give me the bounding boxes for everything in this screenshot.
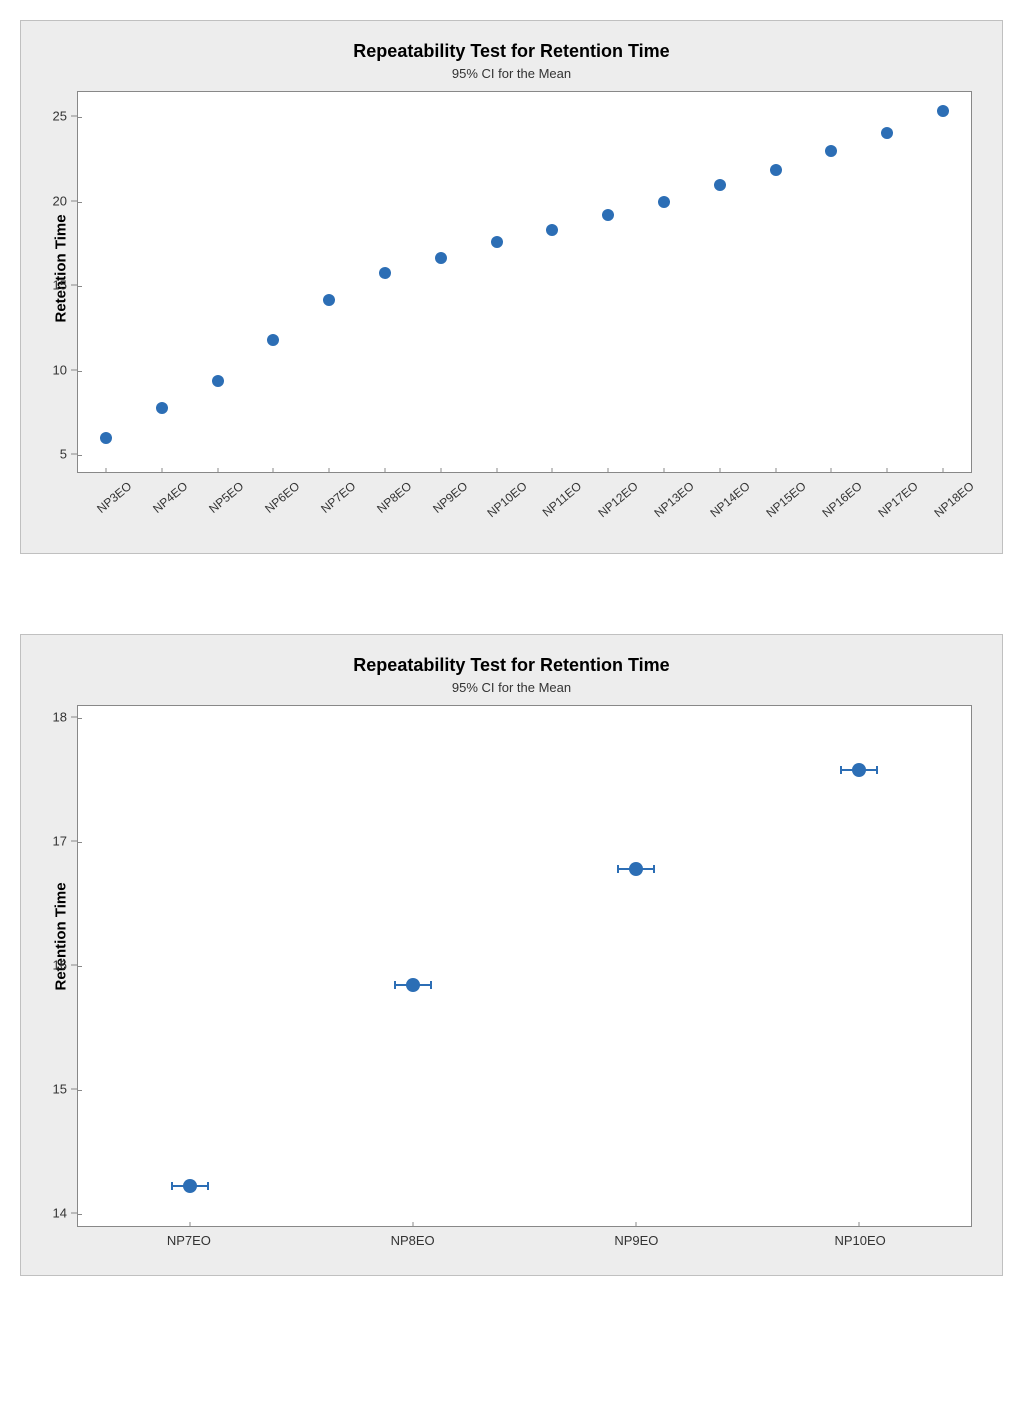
data-point bbox=[156, 402, 168, 414]
data-point bbox=[435, 252, 447, 264]
xtick-label: NP9EO bbox=[614, 1233, 658, 1248]
chart1-title: Repeatability Test for Retention Time bbox=[51, 41, 972, 62]
data-point bbox=[937, 105, 949, 117]
chart2-plot-wrap: Retention Time 14 15 16 17 18 NP7EO NP8EO NP9E… bbox=[51, 705, 972, 1255]
xtick-label: NP9EO bbox=[430, 479, 470, 516]
xtick-label: NP5EO bbox=[206, 479, 246, 516]
xtick-label: NP6EO bbox=[262, 479, 302, 516]
data-point bbox=[714, 179, 726, 191]
xtick-label: NP4EO bbox=[150, 479, 190, 516]
ytick-label: 18 bbox=[53, 710, 77, 725]
data-point bbox=[491, 236, 503, 248]
xtick-label: NP3EO bbox=[94, 479, 134, 516]
ci-cap bbox=[171, 1182, 173, 1190]
ci-cap bbox=[876, 766, 878, 774]
data-point bbox=[100, 432, 112, 444]
data-point bbox=[183, 1179, 197, 1193]
ytick-label: 25 bbox=[53, 109, 77, 124]
chart2-title: Repeatability Test for Retention Time bbox=[51, 655, 972, 676]
xtick-label: NP8EO bbox=[391, 1233, 435, 1248]
xtick-label: NP7EO bbox=[318, 479, 358, 516]
data-point bbox=[602, 209, 614, 221]
data-point bbox=[770, 164, 782, 176]
chart2-plot-box bbox=[77, 705, 972, 1227]
ytick-label: 17 bbox=[53, 834, 77, 849]
xtick-label: NP17EO bbox=[875, 479, 920, 520]
data-point bbox=[267, 334, 279, 346]
data-point bbox=[629, 862, 643, 876]
xtick-label: NP8EO bbox=[374, 479, 414, 516]
ci-cap bbox=[653, 865, 655, 873]
ytick-label: 16 bbox=[53, 958, 77, 973]
xtick-label: NP10EO bbox=[484, 479, 529, 520]
ytick-label: 15 bbox=[53, 1081, 77, 1096]
data-point bbox=[852, 763, 866, 777]
data-point bbox=[658, 196, 670, 208]
data-point bbox=[881, 127, 893, 139]
data-point bbox=[825, 145, 837, 157]
chart1-plot-wrap: Retention Time 5 10 15 20 25 NP3EO NP4EO NP5EO… bbox=[51, 91, 972, 533]
chart2-ylabel: Retention Time bbox=[53, 970, 70, 990]
xtick-label: NP7EO bbox=[167, 1233, 211, 1248]
xtick-label: NP18EO bbox=[931, 479, 976, 520]
ci-cap bbox=[430, 981, 432, 989]
chart2-panel: Repeatability Test for Retention Time 95… bbox=[20, 634, 1003, 1276]
xtick-label: NP14EO bbox=[708, 479, 753, 520]
chart1-axis-area: 510152025 NP3EONP4EONP5EONP6EONP7EONP8EO… bbox=[71, 91, 972, 533]
xtick-label: NP10EO bbox=[834, 1233, 885, 1248]
xtick-label: NP12EO bbox=[596, 479, 641, 520]
ytick-label: 10 bbox=[53, 362, 77, 377]
data-point bbox=[379, 267, 391, 279]
chart2-axis-area: 1415161718 NP7EONP8EONP9EONP10EO bbox=[71, 705, 972, 1255]
data-point bbox=[406, 978, 420, 992]
data-point bbox=[212, 375, 224, 387]
ytick-label: 15 bbox=[53, 278, 77, 293]
chart2-subtitle: 95% CI for the Mean bbox=[51, 680, 972, 695]
chart1-panel: Repeatability Test for Retention Time 95… bbox=[20, 20, 1003, 554]
ci-cap bbox=[394, 981, 396, 989]
ytick-label: 5 bbox=[60, 447, 77, 462]
ytick-label: 20 bbox=[53, 193, 77, 208]
xtick-label: NP15EO bbox=[764, 479, 809, 520]
ci-cap bbox=[840, 766, 842, 774]
chart2-xticks: NP7EO NP8EO NP9EO NP10EO bbox=[77, 1227, 972, 1255]
xtick-label: NP13EO bbox=[652, 479, 697, 520]
xtick-label: NP16EO bbox=[820, 479, 865, 520]
chart1-subtitle: 95% CI for the Mean bbox=[51, 66, 972, 81]
chart1-plot-box bbox=[77, 91, 972, 473]
xtick-label: NP11EO bbox=[540, 479, 585, 520]
chart1-xticks: NP3EO NP4EO NP5EO NP6EO NP7EO NP8EO NP9EO NP10E… bbox=[77, 473, 972, 533]
data-point bbox=[546, 224, 558, 236]
ci-cap bbox=[617, 865, 619, 873]
ytick-label: 14 bbox=[53, 1205, 77, 1220]
chart1-ylabel: Retention Time bbox=[53, 302, 70, 322]
ci-cap bbox=[207, 1182, 209, 1190]
data-point bbox=[323, 294, 335, 306]
